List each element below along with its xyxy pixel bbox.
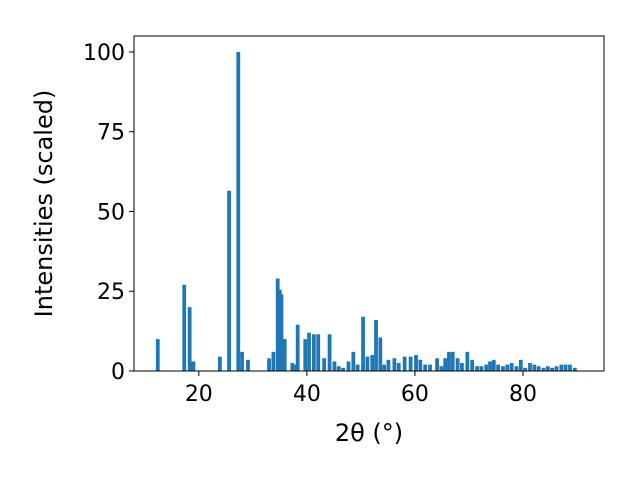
bar (514, 366, 519, 371)
y-tick-label: 50 (97, 200, 125, 225)
bar (341, 367, 345, 371)
x-axis-ticks: 20 40 60 80 (185, 371, 537, 407)
bar (428, 364, 432, 371)
bar (386, 359, 391, 371)
bar (518, 359, 523, 371)
bar (191, 361, 196, 371)
bar (528, 363, 532, 371)
bars (155, 51, 577, 371)
bar (355, 364, 360, 371)
bar (155, 339, 160, 371)
bar (312, 334, 316, 371)
bar (563, 364, 568, 371)
x-axis-label: 2θ (°) (335, 419, 403, 447)
bar (322, 358, 327, 371)
bar (346, 361, 351, 371)
bar (295, 324, 300, 371)
bar (187, 307, 192, 371)
bar (336, 366, 341, 371)
bar (536, 366, 541, 371)
bar (443, 358, 448, 371)
bar (568, 364, 572, 371)
bar (279, 294, 284, 371)
y-axis-ticks: 0 25 50 75 100 (83, 41, 134, 385)
y-tick-label: 25 (97, 280, 125, 305)
bar (282, 339, 287, 371)
bar (479, 366, 484, 371)
bar (307, 332, 311, 371)
bar (275, 278, 280, 371)
bar (182, 284, 187, 371)
bar (365, 356, 370, 371)
bar (227, 190, 231, 371)
bar (484, 364, 489, 371)
bar (496, 364, 500, 371)
bar (505, 364, 510, 371)
bar (465, 351, 470, 371)
bar (439, 366, 444, 371)
y-axis-label: Intensities (scaled) (30, 90, 58, 318)
bar (509, 363, 514, 371)
y-tick-label: 75 (97, 121, 125, 146)
bar (246, 359, 250, 371)
bar (382, 364, 387, 371)
bar (267, 358, 271, 371)
bar (488, 361, 492, 371)
bar (332, 361, 337, 371)
bar (460, 363, 464, 371)
y-tick-label: 100 (83, 41, 125, 66)
x-tick-label: 40 (293, 382, 321, 407)
bar (541, 367, 546, 371)
bar (370, 355, 375, 371)
x-tick-label: 60 (401, 382, 429, 407)
bar (327, 334, 332, 371)
bar (378, 337, 383, 371)
bar (374, 319, 378, 371)
bar (501, 366, 505, 371)
bar (408, 356, 413, 371)
bar (402, 356, 407, 371)
bar (455, 358, 460, 371)
bar (218, 356, 222, 371)
bar (303, 339, 308, 371)
y-tick-label: 0 (111, 360, 125, 385)
bar (450, 351, 455, 371)
x-tick-label: 80 (509, 382, 537, 407)
bar (271, 351, 276, 371)
bar (572, 367, 577, 371)
bar (550, 367, 555, 371)
bar (545, 366, 550, 371)
bar (435, 358, 439, 371)
bar (491, 359, 496, 371)
bar (351, 351, 356, 371)
x-tick-label: 20 (185, 382, 213, 407)
bar (414, 355, 418, 371)
bar (554, 366, 559, 371)
bar (290, 363, 295, 371)
bar (316, 334, 321, 371)
bar (447, 351, 451, 371)
bar (418, 359, 423, 371)
bar (559, 364, 564, 371)
bar (423, 364, 428, 371)
bar (523, 367, 528, 371)
bar (236, 51, 241, 371)
bar (532, 364, 537, 371)
bar (396, 363, 401, 371)
bar (392, 358, 397, 371)
bar (240, 351, 244, 371)
bar (361, 316, 365, 371)
plot-frame (133, 35, 605, 372)
bar (470, 359, 475, 371)
bar (475, 366, 479, 371)
bar (293, 364, 297, 371)
